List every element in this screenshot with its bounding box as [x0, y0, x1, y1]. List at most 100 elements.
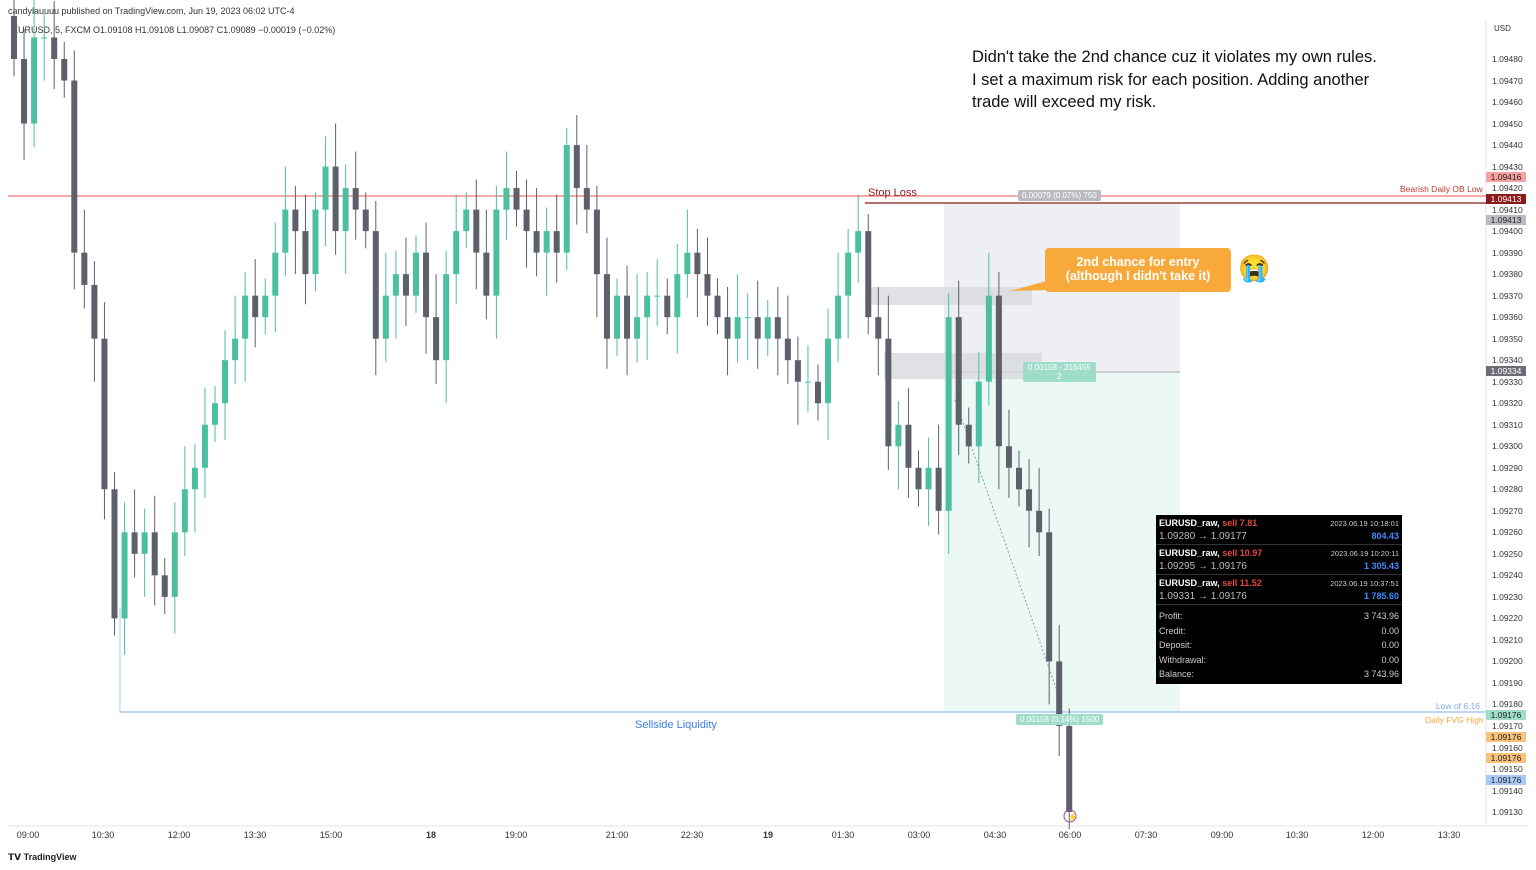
candle-body	[61, 59, 68, 81]
time-tick: 18	[425, 830, 437, 840]
price-tick: 1.09430	[1492, 161, 1523, 172]
candle-body	[131, 532, 138, 554]
candle-body	[342, 188, 349, 232]
summary-value: 3 743.96	[1363, 669, 1399, 679]
trade-row: EURUSD_raw, sell 10.97 2023.06.19 10:20:1…	[1156, 545, 1402, 575]
fvg-high-label: Daily FVG High	[1425, 715, 1484, 725]
logo-text: TradingView	[23, 852, 77, 862]
candle-body	[875, 317, 882, 339]
trade-time: 2023.06.19 10:20:11	[1330, 549, 1399, 558]
candle-body	[634, 317, 641, 339]
candle-body	[212, 403, 218, 425]
candle-body	[764, 317, 771, 339]
candle-body	[553, 231, 560, 253]
price-tick: 1.09170	[1492, 720, 1523, 731]
candle-body	[101, 338, 108, 490]
candle-body	[181, 489, 188, 533]
price-tick: 1.09450	[1492, 118, 1523, 129]
candle-body	[915, 467, 922, 490]
price-tick: 1.09300	[1492, 441, 1523, 452]
candle-body	[1056, 661, 1063, 726]
target-label: 0.00158 (0.14%) 1500	[1016, 714, 1104, 725]
candle-body	[825, 338, 832, 404]
trade-time: 2023.06.19 10:37:51	[1330, 579, 1399, 588]
price-tick: 1.09160	[1492, 742, 1523, 753]
candle-body	[392, 274, 399, 296]
trade-row: EURUSD_raw, sell 11.52 2023.06.19 10:37:5…	[1156, 575, 1402, 605]
tradingview-logo[interactable]: 𝗧𝗩 TradingView	[8, 852, 76, 863]
candle-body	[995, 295, 1002, 447]
price-tick: 1.09440	[1492, 140, 1523, 151]
summary-key: Credit:	[1159, 625, 1186, 636]
account-summary: Profit: 3 743.96 Credit: 0.00 Deposit: 0.00 Wi…	[1156, 605, 1402, 686]
symbol-ohlc-legend[interactable]: EURUSD, 5, FXCM O1.09108 H1.09108 L1.090…	[12, 25, 336, 35]
candles	[11, 0, 1073, 830]
candle-body	[704, 274, 711, 296]
candle-body	[985, 295, 992, 382]
price-tag: 1.09416	[1486, 172, 1526, 182]
trade-profit: 1 785.60	[1363, 591, 1399, 601]
candle-body	[654, 295, 661, 297]
trade-prices: 1.09295 → 1.09176	[1159, 561, 1247, 572]
candle-body	[804, 381, 811, 383]
candle-body	[513, 188, 520, 210]
position-label-count: 2	[1057, 372, 1062, 381]
candle-body	[583, 188, 590, 210]
candle-body	[151, 532, 158, 576]
price-tick: 1.09280	[1492, 484, 1523, 495]
flash-icon[interactable]	[1063, 809, 1077, 823]
summary-value: 0.00	[1381, 640, 1399, 650]
candle-body	[965, 424, 972, 447]
price-tick: 1.09320	[1492, 398, 1523, 409]
candle-body	[332, 166, 339, 232]
price-tick: 1.09190	[1492, 677, 1523, 688]
candle-body	[835, 295, 842, 339]
trade-prices: 1.09331 → 1.09176	[1159, 591, 1247, 602]
candle-body	[71, 80, 78, 253]
candle-body	[533, 231, 540, 253]
candle-body	[51, 37, 58, 59]
candle-body	[1005, 446, 1012, 468]
candle-body	[171, 532, 178, 597]
candle-body	[694, 252, 701, 275]
candle-body	[593, 209, 600, 275]
candle-body	[201, 424, 208, 468]
time-tick: 10:30	[1285, 830, 1309, 840]
price-tick: 1.09420	[1492, 183, 1523, 194]
candle-body	[493, 209, 500, 296]
candle-body	[111, 489, 118, 619]
candle-body	[614, 295, 620, 339]
price-tick: 1.09480	[1492, 54, 1523, 64]
summary-value: 3 743.96	[1363, 611, 1399, 621]
price-tick: 1.09340	[1492, 355, 1523, 366]
position-label-value: 0.00158 - 316455	[1028, 363, 1091, 372]
candle-body	[714, 295, 721, 318]
candle-body	[41, 37, 48, 39]
note-line: Didn't take the 2nd chance cuz it violat…	[972, 48, 1377, 66]
time-tick: 13:30	[1437, 830, 1461, 840]
time-tick: 01:30	[831, 830, 855, 840]
lightning-icon: ⚡	[1067, 811, 1078, 823]
second-chance-callout[interactable]: 2nd chance for entry (although I didn't …	[1045, 248, 1231, 292]
price-tick: 1.09330	[1492, 376, 1523, 387]
price-tag: 1.09176	[1486, 710, 1526, 720]
trade-profit: 1 305.43	[1363, 561, 1399, 571]
price-tag: 1.09176	[1486, 774, 1526, 785]
price-tick: 1.09360	[1492, 312, 1523, 323]
candle-body	[483, 252, 490, 296]
price-tag: 1.09176	[1486, 731, 1526, 742]
trade-row: EURUSD_raw, sell 7.81 2023.06.19 10:18:01…	[1156, 515, 1402, 545]
price-tick: 1.09290	[1492, 462, 1523, 473]
crying-emoji-icon: 😭	[1238, 253, 1271, 283]
time-tick: 19	[762, 830, 774, 840]
position-label: 0.00158 - 316455 2	[1023, 362, 1096, 382]
candle-body	[794, 360, 801, 382]
candle-body	[603, 274, 610, 339]
callout-pointer	[1010, 280, 1050, 291]
candle-body	[815, 381, 821, 404]
price-tick: 1.09150	[1492, 764, 1523, 774]
candle-body	[302, 231, 309, 275]
price-tick: 1.09260	[1492, 527, 1523, 538]
profit-zone[interactable]	[944, 372, 1180, 712]
